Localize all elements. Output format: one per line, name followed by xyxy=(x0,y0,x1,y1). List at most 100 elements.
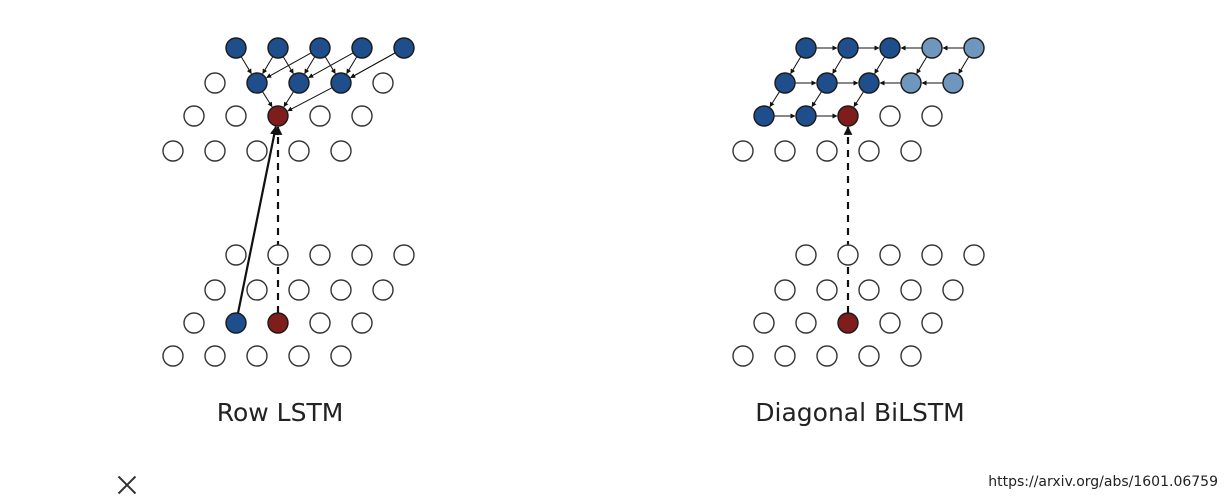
context-node xyxy=(246,72,268,94)
dependency-arrow xyxy=(287,87,333,112)
context-node xyxy=(351,37,373,59)
context-node xyxy=(795,105,817,127)
dependency-arrow xyxy=(346,56,358,74)
dependency-arrow xyxy=(282,56,294,74)
dependency-arrow xyxy=(769,91,781,108)
empty-node xyxy=(963,244,985,266)
empty-node xyxy=(816,140,838,162)
context-node xyxy=(267,37,289,59)
current-node xyxy=(267,312,289,334)
context-node xyxy=(858,72,880,94)
context-node xyxy=(309,37,331,59)
current-node xyxy=(267,105,289,127)
empty-node xyxy=(351,105,373,127)
empty-node xyxy=(879,312,901,334)
context-node xyxy=(774,72,796,94)
empty-node xyxy=(837,244,859,266)
empty-node xyxy=(732,345,754,367)
context-node xyxy=(225,312,247,334)
dependency-arrow xyxy=(240,56,252,74)
empty-node xyxy=(858,140,880,162)
context-node xyxy=(393,37,415,59)
close-icon[interactable] xyxy=(112,470,142,500)
dependency-arrow xyxy=(304,56,316,74)
context-node xyxy=(837,37,859,59)
dependency-arrow xyxy=(262,56,274,74)
empty-node xyxy=(330,279,352,301)
empty-node xyxy=(879,105,901,127)
empty-node xyxy=(330,345,352,367)
source-link[interactable]: https://arxiv.org/abs/1601.06759 xyxy=(988,474,1218,490)
empty-node xyxy=(204,140,226,162)
empty-node xyxy=(858,279,880,301)
empty-node xyxy=(288,279,310,301)
current-node xyxy=(837,312,859,334)
context-node-light xyxy=(900,72,922,94)
dependency-arrow xyxy=(916,56,928,74)
empty-node xyxy=(393,244,415,266)
empty-node xyxy=(288,140,310,162)
diagonal-bilstm-diagram xyxy=(732,37,985,367)
empty-node xyxy=(774,345,796,367)
empty-node xyxy=(288,345,310,367)
empty-node xyxy=(351,312,373,334)
context-node xyxy=(816,72,838,94)
dependency-arrow xyxy=(811,91,823,108)
empty-node xyxy=(162,140,184,162)
dependency-arrow xyxy=(874,56,886,74)
empty-node xyxy=(879,244,901,266)
context-node xyxy=(879,37,901,59)
empty-node xyxy=(900,279,922,301)
empty-node xyxy=(309,312,331,334)
row-lstm-label: Row LSTM xyxy=(216,398,344,427)
current-node xyxy=(837,105,859,127)
empty-node xyxy=(774,140,796,162)
context-node xyxy=(288,72,310,94)
context-node xyxy=(795,37,817,59)
empty-node xyxy=(309,105,331,127)
empty-node xyxy=(732,140,754,162)
empty-node xyxy=(309,244,331,266)
diagonal-bilstm-label: Diagonal BiLSTM xyxy=(755,398,965,427)
empty-node xyxy=(225,244,247,266)
empty-node xyxy=(816,279,838,301)
empty-node xyxy=(183,312,205,334)
empty-node xyxy=(162,345,184,367)
empty-node xyxy=(204,72,226,94)
empty-node xyxy=(858,345,880,367)
empty-node xyxy=(921,312,943,334)
empty-node xyxy=(225,105,247,127)
context-node xyxy=(753,105,775,127)
empty-node xyxy=(246,345,268,367)
empty-node xyxy=(795,312,817,334)
row-lstm-diagram xyxy=(162,37,415,367)
empty-node xyxy=(204,345,226,367)
pixel-rnn-diagram xyxy=(162,37,985,367)
empty-node xyxy=(351,244,373,266)
context-node-light xyxy=(942,72,964,94)
dependency-arrow xyxy=(853,91,865,108)
dependency-arrow xyxy=(236,125,279,314)
context-node-light xyxy=(921,37,943,59)
dependency-arrow xyxy=(283,91,295,108)
empty-node xyxy=(921,244,943,266)
empty-node xyxy=(246,140,268,162)
empty-node xyxy=(753,312,775,334)
empty-node xyxy=(795,244,817,266)
empty-node xyxy=(942,279,964,301)
empty-node xyxy=(900,345,922,367)
dependency-arrow xyxy=(958,56,970,74)
empty-node xyxy=(921,105,943,127)
dependency-arrow xyxy=(350,52,396,79)
dependency-arrow xyxy=(261,91,273,108)
dependency-arrow xyxy=(832,56,844,74)
context-node-light xyxy=(963,37,985,59)
dependency-arrow xyxy=(790,56,802,74)
empty-node xyxy=(246,279,268,301)
empty-node xyxy=(774,279,796,301)
empty-node xyxy=(816,345,838,367)
empty-node xyxy=(900,140,922,162)
empty-node xyxy=(267,244,289,266)
empty-node xyxy=(372,72,394,94)
empty-node xyxy=(330,140,352,162)
